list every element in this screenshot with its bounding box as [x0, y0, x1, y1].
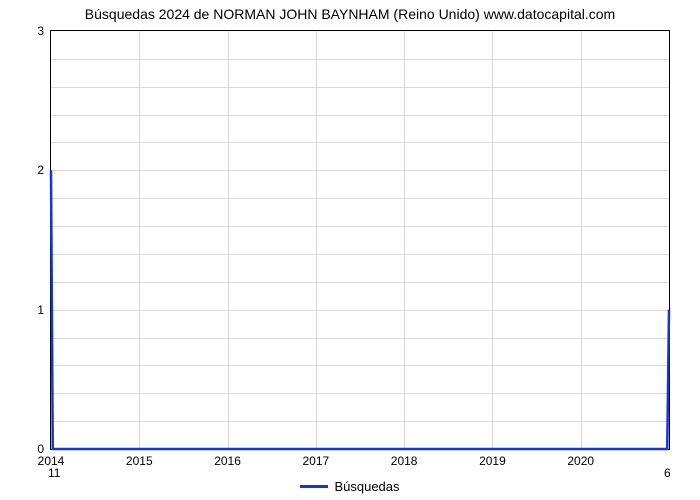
xtick-label: 2019: [479, 454, 506, 468]
plot-area: [50, 30, 670, 450]
ytick-label: 3: [4, 24, 44, 38]
xtick-label: 2018: [391, 454, 418, 468]
extra-label: 6: [664, 466, 671, 480]
xtick-label: 2020: [567, 454, 594, 468]
legend-label: Búsquedas: [334, 479, 399, 494]
ytick-label: 1: [4, 303, 44, 317]
xtick-label: 2016: [214, 454, 241, 468]
extra-label: 11: [48, 466, 60, 480]
ytick-label: 2: [4, 163, 44, 177]
series-line: [51, 31, 669, 449]
legend-swatch: [300, 485, 328, 488]
legend: Búsquedas: [0, 478, 700, 494]
line-chart: Búsquedas 2024 de NORMAN JOHN BAYNHAM (R…: [0, 0, 700, 500]
chart-title: Búsquedas 2024 de NORMAN JOHN BAYNHAM (R…: [0, 6, 700, 22]
xtick-label: 2015: [126, 454, 153, 468]
xtick-label: 2017: [302, 454, 329, 468]
